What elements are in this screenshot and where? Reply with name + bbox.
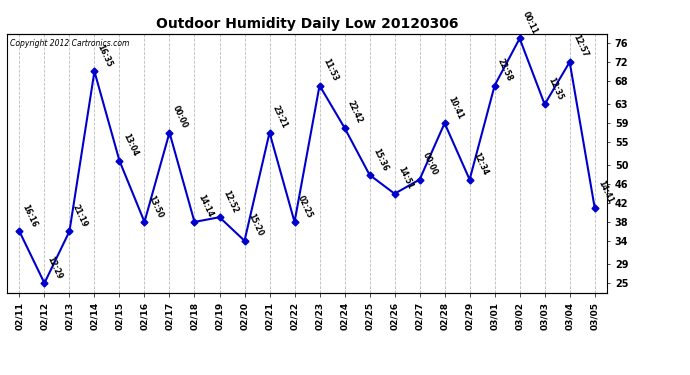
Text: 12:52: 12:52 — [221, 189, 239, 214]
Text: 12:35: 12:35 — [546, 76, 564, 102]
Text: 14:14: 14:14 — [196, 194, 214, 219]
Text: 12:29: 12:29 — [46, 255, 64, 280]
Text: 13:50: 13:50 — [146, 194, 164, 219]
Text: 16:35: 16:35 — [96, 43, 114, 69]
Text: 13:04: 13:04 — [121, 132, 139, 158]
Text: 16:16: 16:16 — [21, 203, 39, 229]
Text: 10:41: 10:41 — [446, 95, 464, 120]
Text: 23:21: 23:21 — [271, 104, 289, 130]
Text: 14:51: 14:51 — [396, 165, 414, 191]
Text: 11:53: 11:53 — [321, 57, 339, 83]
Text: 00:00: 00:00 — [421, 151, 440, 177]
Text: 21:19: 21:19 — [71, 203, 89, 229]
Title: Outdoor Humidity Daily Low 20120306: Outdoor Humidity Daily Low 20120306 — [156, 17, 458, 31]
Text: Copyright 2012 Cartronics.com: Copyright 2012 Cartronics.com — [10, 39, 129, 48]
Text: 00:00: 00:00 — [171, 104, 189, 130]
Text: 12:34: 12:34 — [471, 151, 489, 177]
Text: 02:25: 02:25 — [296, 194, 314, 219]
Text: 12:57: 12:57 — [571, 33, 589, 59]
Text: 22:58: 22:58 — [496, 57, 514, 83]
Text: 15:36: 15:36 — [371, 147, 389, 172]
Text: 15:20: 15:20 — [246, 212, 264, 238]
Text: 00:11: 00:11 — [521, 10, 540, 36]
Text: 14:41: 14:41 — [596, 179, 614, 205]
Text: 22:42: 22:42 — [346, 99, 364, 125]
